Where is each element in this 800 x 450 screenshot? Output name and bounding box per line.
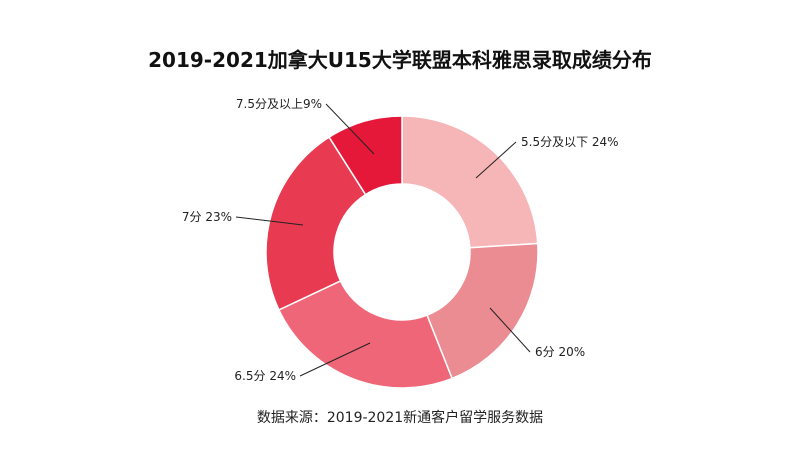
leader-line-2 xyxy=(489,307,531,353)
leader-line-4 xyxy=(235,216,304,226)
slice-label-5: 7.5分及以上9% xyxy=(236,97,322,111)
donut-slice-1 xyxy=(401,115,539,249)
donut-slice-2 xyxy=(426,242,539,380)
leader-line-1 xyxy=(475,141,517,179)
donut-slice-5 xyxy=(328,115,403,196)
slice-label-3: 6.5分 24% xyxy=(234,369,296,383)
chart-source: 数据来源：2019-2021新通客户留学服务数据 xyxy=(256,410,544,426)
labels-layer: 5.5分及以下 24% 6分 20% 6.5分 24% 7分 23% 7.5分及以上9% xyxy=(182,97,619,383)
donut-slice-4 xyxy=(265,136,367,311)
slice-label-2: 6分 20% xyxy=(535,345,585,359)
leader-line-5 xyxy=(325,103,375,155)
slice-label-1: 5.5分及以下 24% xyxy=(521,135,619,149)
leader-line-3 xyxy=(299,342,371,377)
slices-layer xyxy=(265,115,539,389)
slice-label-4: 7分 23% xyxy=(182,210,232,224)
donut-slice-3 xyxy=(277,279,454,389)
chart-title: 2019-2021加拿大U15大学联盟本科雅思录取成绩分布 xyxy=(148,48,652,72)
